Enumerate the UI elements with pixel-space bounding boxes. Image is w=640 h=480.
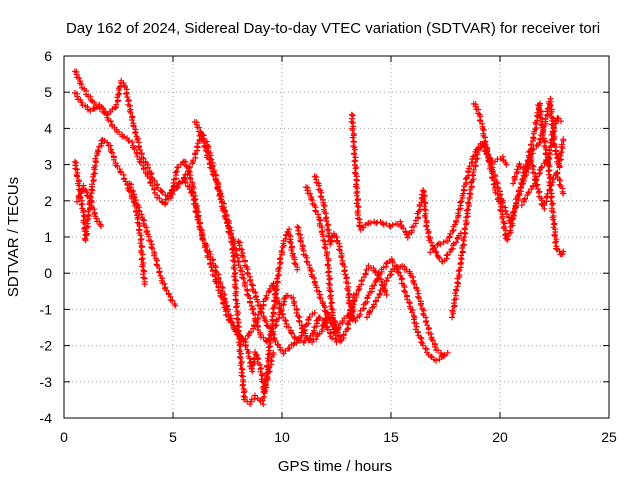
series-arc-5: [126, 180, 179, 309]
x-axis-label: GPS time / hours: [278, 458, 392, 475]
x-tick-label: 0: [60, 429, 68, 445]
series-arc-17: [510, 95, 567, 187]
y-axis-label: SDTVAR / TECUs: [5, 177, 22, 297]
y-tick-label: -2: [40, 338, 53, 354]
plus-markers: [126, 180, 179, 309]
series-arc-4: [74, 182, 105, 230]
plus-markers: [235, 238, 318, 357]
plus-markers: [364, 263, 447, 360]
plus-markers: [311, 173, 357, 323]
y-tick-label: 3: [44, 157, 52, 173]
y-tick-label: -1: [40, 301, 53, 317]
series-arc-10: [303, 184, 340, 345]
series-arc-13: [364, 263, 447, 360]
x-tick-label: 15: [383, 429, 399, 445]
plus-markers: [191, 119, 301, 408]
y-tick-label: 2: [44, 193, 52, 209]
y-tick-label: 5: [44, 84, 52, 100]
series-arc-11: [311, 173, 357, 323]
data-marks: [71, 68, 567, 408]
plus-markers: [167, 158, 277, 395]
y-tick-label: 1: [44, 229, 52, 245]
plus-markers: [510, 95, 567, 187]
series-arc-7: [191, 119, 301, 408]
series-arc-18: [518, 154, 567, 258]
plus-markers: [74, 182, 105, 230]
x-tick-label: 20: [492, 429, 508, 445]
series-arc-6: [167, 158, 277, 395]
axis-ticks: 0 5 10 15 20 25 -4 -3 -2 -1 0 1 2 3 4 5 6: [40, 48, 617, 445]
y-tick-label: -3: [40, 374, 53, 390]
x-tick-label: 10: [274, 429, 290, 445]
y-tick-label: 6: [44, 48, 52, 64]
y-tick-label: 4: [44, 120, 52, 136]
plus-markers: [303, 184, 340, 345]
series-arc-8: [235, 238, 318, 357]
plus-markers: [348, 111, 464, 265]
y-tick-label: -4: [40, 410, 53, 426]
plus-markers: [518, 154, 567, 258]
y-tick-label: 0: [44, 265, 52, 281]
chart-title: Day 162 of 2024, Sidereal Day-to-day VTE…: [66, 20, 600, 37]
x-tick-label: 5: [169, 429, 177, 445]
x-tick-label: 25: [601, 429, 617, 445]
series-arc-12: [348, 111, 464, 265]
